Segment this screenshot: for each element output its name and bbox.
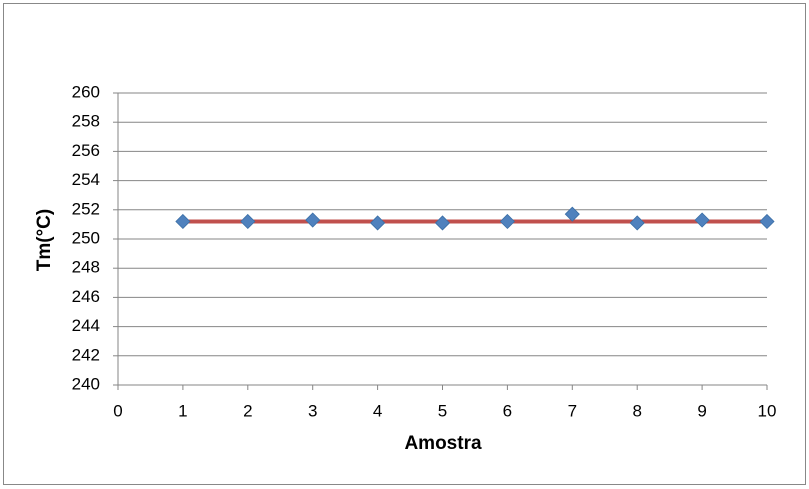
- y-tick-label: 254: [72, 170, 100, 189]
- point: [564, 206, 580, 222]
- x-tick-label: 9: [697, 401, 706, 420]
- y-tick-label: 260: [72, 82, 100, 101]
- y-axis-title: Tm(°C): [34, 209, 55, 271]
- y-tick-label: 248: [72, 258, 100, 277]
- point: [629, 215, 645, 231]
- y-tick-label: 250: [72, 228, 100, 247]
- y-tick-label: 246: [72, 287, 100, 306]
- x-tick-label: 5: [438, 401, 447, 420]
- point: [370, 215, 386, 231]
- y-tick-label: 244: [72, 316, 100, 335]
- point: [240, 213, 256, 230]
- y-tick-label: 252: [72, 199, 100, 218]
- x-tick-label: 3: [308, 401, 317, 420]
- x-tick-label: 1: [178, 401, 187, 420]
- x-tick-label: 4: [373, 401, 382, 420]
- y-tick-label: 242: [72, 345, 100, 364]
- x-tick-label: 10: [758, 401, 777, 420]
- point: [694, 212, 710, 228]
- x-tick-label: 7: [568, 401, 577, 420]
- x-axis-title: Amostra: [404, 433, 482, 454]
- x-tick-label: 8: [632, 401, 641, 420]
- y-tick-label: 240: [72, 374, 100, 393]
- y-tick-label: 256: [72, 141, 100, 160]
- y-tick-label: 258: [72, 112, 100, 131]
- point: [305, 212, 321, 228]
- chart-border: [3, 3, 806, 485]
- point: [175, 213, 191, 230]
- point: [499, 213, 515, 230]
- point: [434, 215, 451, 231]
- point: [759, 213, 775, 230]
- x-tick-label: 2: [243, 401, 252, 420]
- x-tick-label: 6: [503, 401, 512, 420]
- x-tick-label: 0: [113, 401, 122, 420]
